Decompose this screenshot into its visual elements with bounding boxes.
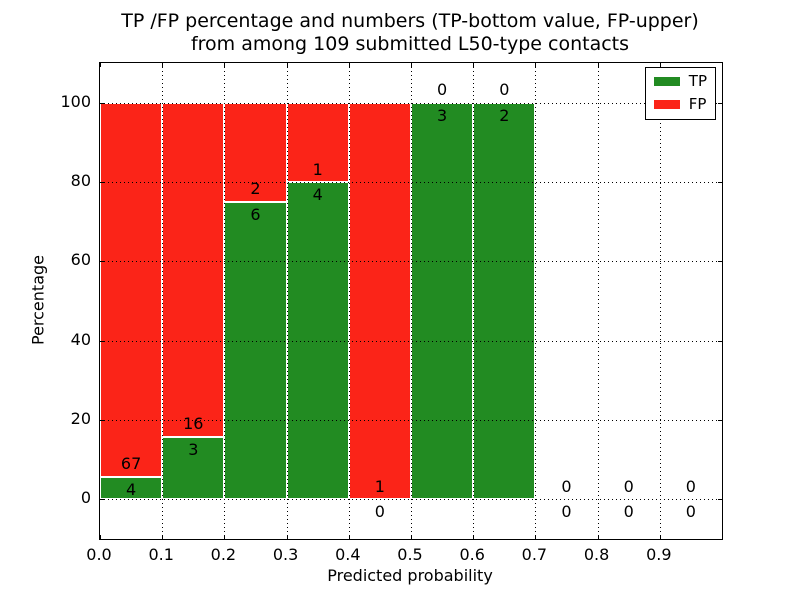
- x-tick-top: [598, 63, 599, 67]
- x-tick-label-0.9: 0.9: [646, 545, 672, 564]
- y-tick-label-20: 20: [70, 409, 91, 428]
- x-tick-top: [660, 63, 661, 67]
- bar-tp-1: [162, 436, 225, 500]
- chart-title-line1: TP /FP percentage and numbers (TP-bottom…: [121, 10, 699, 32]
- x-tick-label-0.2: 0.2: [210, 545, 237, 564]
- x-axis-label: Predicted probability: [327, 566, 493, 585]
- legend-entry-tp: TP: [653, 72, 707, 90]
- legend-swatch-tp: [653, 77, 680, 86]
- y-tick-right: [718, 341, 722, 342]
- x-tick-label-0.4: 0.4: [335, 545, 361, 564]
- x-tick-top: [224, 63, 225, 67]
- y-tick-left: [100, 182, 104, 183]
- gridline-x-0.5: [411, 63, 412, 539]
- x-tick-top: [100, 63, 101, 67]
- fp-count-label-4: 1: [374, 476, 385, 496]
- plot-area: TP FP 67 4 16 3 2 6 1 4 1 0 0 3 0 2 0 0 0 0 0 0: [99, 62, 723, 540]
- bar-tp-0: [100, 476, 163, 500]
- fp-count-label-1: 16: [183, 414, 204, 434]
- bar-tp-5: [411, 102, 474, 500]
- x-tick-label-0.7: 0.7: [521, 545, 548, 564]
- gridline-x-0.1: [162, 63, 163, 539]
- x-tick-label-0.6: 0.6: [459, 545, 485, 564]
- y-tick-right: [718, 261, 722, 262]
- x-tick-bottom: [535, 535, 536, 539]
- tp-count-label-9: 0: [685, 502, 696, 522]
- x-tick-label-0.8: 0.8: [583, 545, 610, 564]
- x-tick-top: [473, 63, 474, 67]
- tp-count-label-2: 6: [250, 204, 261, 224]
- x-tick-top: [287, 63, 288, 67]
- fp-count-label-8: 0: [623, 476, 634, 496]
- x-tick-label-0: 0.0: [86, 545, 112, 564]
- x-tick-bottom: [287, 535, 288, 539]
- x-tick-bottom: [224, 535, 225, 539]
- bar-fp-0: [100, 102, 163, 477]
- tp-count-label-5: 3: [437, 105, 448, 125]
- x-tick-bottom: [660, 535, 661, 539]
- gridline-x-0.3: [287, 63, 288, 539]
- y-tick-label-40: 40: [70, 329, 91, 349]
- fp-count-label-7: 0: [561, 476, 572, 496]
- gridline-x-0.4: [349, 63, 350, 539]
- x-tick-top: [162, 63, 163, 67]
- y-tick-left: [100, 499, 104, 500]
- x-tick-label-0.1: 0.1: [148, 545, 174, 564]
- x-tick-bottom: [598, 535, 599, 539]
- y-tick-label-60: 60: [70, 250, 91, 270]
- chart-title-line2: from among 109 submitted L50-type contac…: [190, 33, 630, 55]
- gridline-x-0.7: [535, 63, 536, 539]
- legend-label-tp: TP: [688, 72, 707, 90]
- y-tick-right: [718, 182, 722, 183]
- fp-count-label-5: 0: [437, 80, 448, 100]
- x-tick-bottom: [473, 535, 474, 539]
- y-tick-label-80: 80: [70, 171, 91, 190]
- fp-count-label-2: 2: [250, 179, 261, 199]
- x-tick-top: [411, 63, 412, 67]
- y-tick-right: [718, 499, 722, 500]
- y-tick-left: [100, 420, 104, 421]
- y-tick-left: [100, 341, 104, 342]
- x-tick-bottom: [411, 535, 412, 539]
- y-tick-right: [718, 420, 722, 421]
- tp-count-label-1: 3: [188, 439, 199, 459]
- gridline-x-0.2: [224, 63, 225, 539]
- chart-title: TP /FP percentage and numbers (TP-bottom…: [99, 10, 721, 56]
- x-tick-bottom: [349, 535, 350, 539]
- x-tick-bottom: [162, 535, 163, 539]
- y-tick-label-100: 100: [60, 91, 91, 111]
- tp-count-label-4: 0: [374, 502, 385, 522]
- fp-count-label-9: 0: [685, 476, 696, 496]
- legend-label-fp: FP: [688, 95, 707, 113]
- bar-fp-4: [348, 102, 411, 500]
- fp-count-label-3: 1: [312, 159, 323, 179]
- y-tick-label-0: 0: [80, 488, 91, 508]
- fp-count-label-0: 67: [120, 454, 142, 474]
- tp-count-label-7: 0: [561, 502, 572, 522]
- legend: TP FP: [644, 67, 716, 120]
- legend-entry-fp: FP: [653, 95, 707, 113]
- y-tick-left: [100, 261, 104, 262]
- tp-count-label-6: 2: [499, 105, 510, 125]
- gridline-x-0.8: [598, 63, 599, 539]
- tp-count-label-0: 4: [126, 479, 137, 499]
- tp-count-label-3: 4: [312, 185, 323, 204]
- tp-count-label-8: 0: [623, 502, 634, 522]
- x-tick-label-0.5: 0.5: [397, 545, 423, 564]
- bar-tp-6: [473, 102, 536, 500]
- bar-fp-2: [224, 102, 287, 202]
- gridline-x-0.6: [473, 63, 474, 539]
- fp-count-label-6: 0: [499, 80, 510, 100]
- y-tick-right: [718, 103, 722, 104]
- gridline-x-0.9: [660, 63, 661, 539]
- bar-tp-2: [224, 201, 287, 500]
- x-tick-label-0.3: 0.3: [272, 545, 299, 564]
- x-tick-top: [535, 63, 536, 67]
- bar-fp-1: [162, 102, 225, 437]
- x-tick-top: [349, 63, 350, 67]
- x-tick-bottom: [100, 535, 101, 539]
- legend-swatch-fp: [653, 100, 680, 109]
- y-tick-left: [100, 103, 104, 104]
